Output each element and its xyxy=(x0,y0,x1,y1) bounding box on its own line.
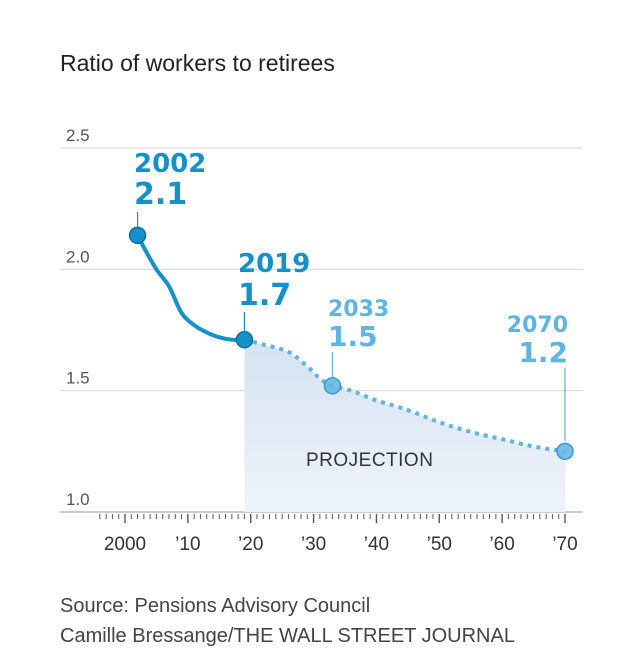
annotation-value: 2.1 xyxy=(134,177,187,212)
data-point xyxy=(128,226,147,245)
x-tick-label: ’70 xyxy=(552,534,577,555)
data-point xyxy=(235,330,254,349)
y-tick-label: 2.5 xyxy=(66,126,90,145)
annotation-value: 1.7 xyxy=(238,278,291,313)
x-tick-label: ’10 xyxy=(175,534,200,555)
labels: 1.0 1.5 2.0 2.5 PROJECTION 2000 ’10 ’20 ’30 ’40 ’5… xyxy=(66,126,578,555)
annotation-year: 2033 xyxy=(328,297,389,322)
annotation-value: 1.2 xyxy=(518,336,568,369)
x-tick-label: ’30 xyxy=(301,534,326,555)
annotation-value: 1.5 xyxy=(328,320,378,353)
projection-shading xyxy=(244,339,565,512)
y-tick-label: 2.0 xyxy=(66,247,90,266)
annotation-year: 2070 xyxy=(507,313,568,338)
x-axis xyxy=(99,514,566,523)
series-lines xyxy=(135,234,566,454)
data-points xyxy=(128,226,574,461)
annotation-year: 2002 xyxy=(134,149,206,179)
y-tick-label: 1.5 xyxy=(66,369,90,388)
source-note: Source: Pensions Advisory Council xyxy=(60,595,371,617)
annotation-year: 2019 xyxy=(238,249,310,279)
line-chart: 1.0 1.5 2.0 2.5 PROJECTION 2000 ’10 ’20 ’30 ’40 ’5… xyxy=(60,126,583,555)
projection-label: PROJECTION xyxy=(306,450,433,471)
actual-series-line xyxy=(135,234,245,342)
chart-title: Ratio of workers to retirees xyxy=(60,50,335,76)
x-tick-label: ’40 xyxy=(364,534,389,555)
projection-area xyxy=(244,339,565,512)
x-tick-label: ’50 xyxy=(427,534,452,555)
projected-series-line xyxy=(243,337,566,454)
data-point xyxy=(323,377,342,395)
x-tick-label: ’60 xyxy=(489,534,514,555)
y-tick-label: 1.0 xyxy=(66,490,90,509)
x-tick-label: 2000 xyxy=(104,534,146,555)
x-tick-label: ’20 xyxy=(238,534,263,555)
credit-note: Camille Bressange/THE WALL STREET JOURNA… xyxy=(60,625,515,647)
data-point xyxy=(556,442,574,461)
